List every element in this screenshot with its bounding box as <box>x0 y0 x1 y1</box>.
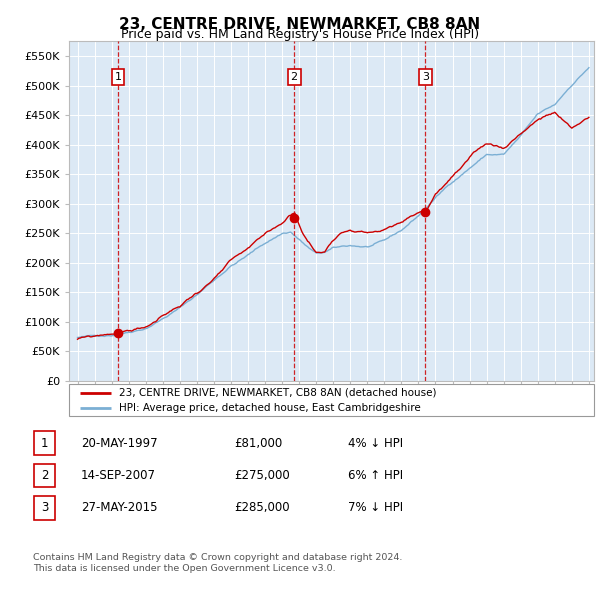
Text: 2: 2 <box>41 469 48 482</box>
Text: 4% ↓ HPI: 4% ↓ HPI <box>348 437 403 450</box>
Text: 7% ↓ HPI: 7% ↓ HPI <box>348 502 403 514</box>
Text: 23, CENTRE DRIVE, NEWMARKET, CB8 8AN (detached house): 23, CENTRE DRIVE, NEWMARKET, CB8 8AN (de… <box>119 388 436 398</box>
Text: HPI: Average price, detached house, East Cambridgeshire: HPI: Average price, detached house, East… <box>119 403 421 413</box>
Text: Contains HM Land Registry data © Crown copyright and database right 2024.: Contains HM Land Registry data © Crown c… <box>33 553 403 562</box>
Bar <box>34 464 55 487</box>
Text: £285,000: £285,000 <box>234 502 290 514</box>
Text: £81,000: £81,000 <box>234 437 282 450</box>
Text: This data is licensed under the Open Government Licence v3.0.: This data is licensed under the Open Gov… <box>33 564 335 573</box>
Text: £275,000: £275,000 <box>234 469 290 482</box>
Text: 14-SEP-2007: 14-SEP-2007 <box>81 469 156 482</box>
Text: Price paid vs. HM Land Registry's House Price Index (HPI): Price paid vs. HM Land Registry's House … <box>121 28 479 41</box>
Text: 20-MAY-1997: 20-MAY-1997 <box>81 437 158 450</box>
Text: 27-MAY-2015: 27-MAY-2015 <box>81 502 157 514</box>
Text: 23, CENTRE DRIVE, NEWMARKET, CB8 8AN: 23, CENTRE DRIVE, NEWMARKET, CB8 8AN <box>119 17 481 32</box>
Text: 3: 3 <box>41 502 48 514</box>
Bar <box>34 431 55 455</box>
Text: 2: 2 <box>290 72 298 82</box>
Text: 3: 3 <box>422 72 429 82</box>
Text: 1: 1 <box>115 72 122 82</box>
Bar <box>34 496 55 520</box>
Text: 6% ↑ HPI: 6% ↑ HPI <box>348 469 403 482</box>
Text: 1: 1 <box>41 437 48 450</box>
